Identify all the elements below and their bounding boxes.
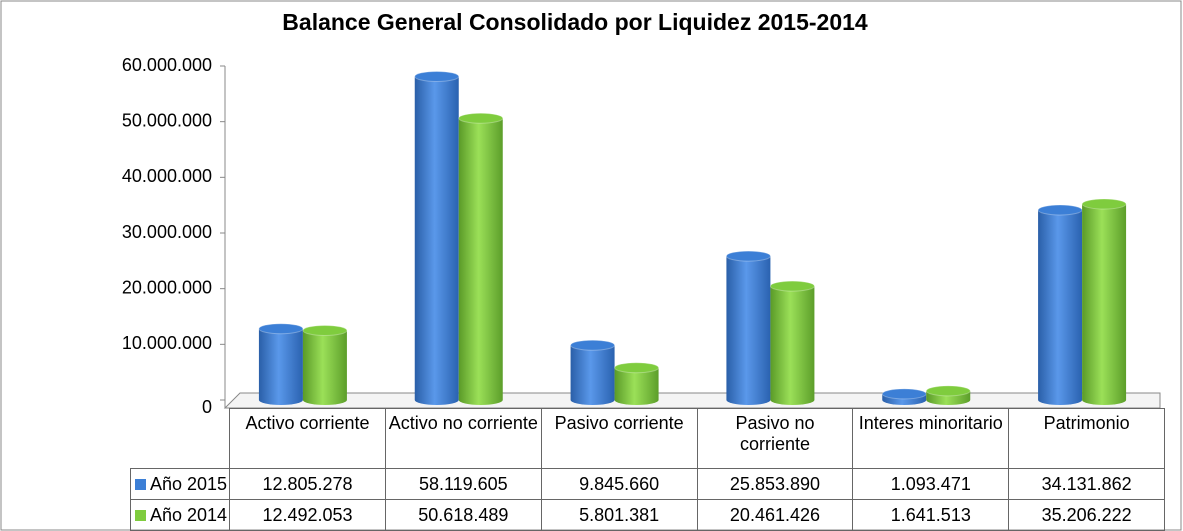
bar (925, 385, 971, 405)
floor (223, 392, 1161, 409)
data-label: 12.492.053 (229, 499, 386, 531)
bar-body (414, 76, 459, 405)
data-label: 9.845.660 (540, 468, 698, 500)
bar-cap (570, 339, 616, 351)
bar-body (1082, 204, 1127, 405)
bar-cap (769, 280, 815, 292)
data-label: 12.805.278 (229, 468, 386, 500)
y-tick-label: 0 (202, 397, 212, 417)
bar-body (258, 328, 303, 405)
y-tick-label: 30.000.000 (122, 222, 212, 242)
bar (414, 70, 460, 405)
data-label: 34.131.862 (1008, 468, 1166, 500)
bar (302, 324, 348, 405)
legend-label: Año 2015 (150, 473, 228, 494)
series-row: Año 2015 12.805.278 58.119.605 9.845.660 25.… (129, 468, 1166, 500)
bar-body (726, 256, 771, 405)
data-label: 5.801.381 (540, 499, 698, 531)
data-label: 58.119.605 (384, 468, 542, 500)
bar-body (302, 330, 347, 405)
data-label: 35.206.222 (1008, 499, 1166, 531)
y-tick-label: 40.000.000 (122, 166, 212, 186)
y-tick-label: 60.000.000 (122, 55, 212, 75)
bar-cap (1037, 204, 1083, 216)
data-label: 1.641.513 (852, 499, 1010, 531)
bar (458, 112, 504, 405)
legend-swatch (135, 478, 146, 490)
bar (881, 388, 927, 405)
y-tick-label: 10.000.000 (122, 333, 212, 353)
data-label: 50.618.489 (384, 499, 542, 531)
x-tick-label: Activo corriente (229, 408, 386, 469)
bar (725, 250, 771, 405)
category-row: Activo corriente Activo no corriente Pasiv… (130, 408, 1166, 469)
legend-swatch (135, 509, 146, 521)
bar-cap (1081, 198, 1127, 210)
bar (258, 323, 304, 405)
bar-cap (258, 323, 304, 335)
bar-cap (614, 362, 660, 374)
x-tick-label: Interes minoritario (852, 408, 1010, 469)
data-label: 25.853.890 (696, 468, 854, 500)
bar-cap (458, 112, 504, 124)
chart-title: Balance General Consolidado por Liquidez… (282, 9, 868, 35)
x-tick-label: Patrimonio (1008, 408, 1166, 469)
x-tick-label: Activo no corriente (384, 408, 542, 469)
bar-cap (302, 324, 348, 336)
bar (614, 362, 660, 405)
bar-cap (414, 70, 460, 82)
bar (1037, 204, 1083, 405)
bar-body (458, 118, 503, 405)
bar (769, 280, 815, 405)
bar-body (770, 286, 815, 405)
bar-cap (725, 250, 771, 262)
y-tick-label: 50.000.000 (122, 110, 212, 130)
bar (570, 339, 616, 405)
data-label: 20.461.426 (696, 499, 854, 531)
bar-cap (925, 385, 971, 397)
bar (1081, 198, 1127, 405)
bar-cap (881, 388, 927, 400)
data-label: 1.093.471 (852, 468, 1010, 500)
legend-entry: Año 2014 (129, 499, 231, 531)
legend-label: Año 2014 (150, 504, 228, 525)
corner-cell (130, 408, 231, 469)
series-row: Año 2014 12.492.053 50.618.489 5.801.381 20.… (129, 499, 1166, 531)
legend-entry: Año 2015 (129, 468, 231, 500)
data-table: Activo corriente Activo no corriente Pasiv… (129, 408, 1166, 531)
bar-body (1038, 209, 1083, 405)
y-tick-label: 20.000.000 (122, 277, 212, 297)
bar-body (614, 367, 659, 405)
bar-body (570, 345, 615, 405)
x-tick-label: Pasivo corriente (540, 408, 698, 469)
x-tick-label: Pasivo no corriente (696, 408, 854, 469)
